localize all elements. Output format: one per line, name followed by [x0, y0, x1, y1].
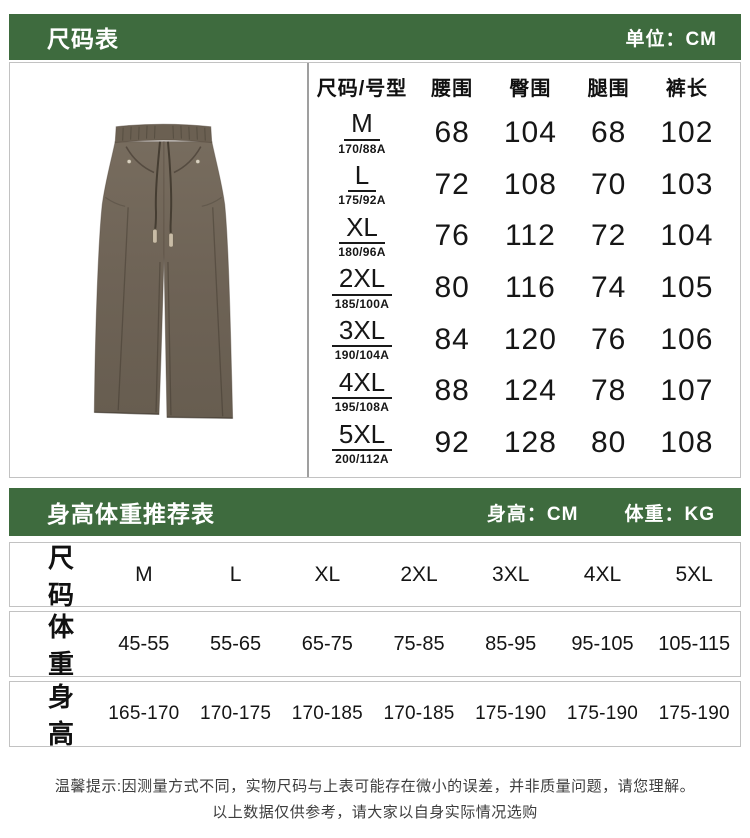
- unit-label-cm: 单位：CM: [625, 28, 717, 50]
- table-row: L 175/92A 72 108 70 103: [311, 159, 726, 211]
- size-cell: 2XL 185/100A: [311, 265, 413, 311]
- size-chart-header-bar: 尺码表 单位：CM: [9, 14, 741, 60]
- size-chart-title: 尺码表: [47, 26, 119, 52]
- table-row: M 170/88A 68 104 68 102: [311, 107, 726, 159]
- recommend-row-height: 身高 165-170 170-175 170-185 170-185 175-1…: [9, 681, 741, 749]
- col-header-size: 尺码/号型: [316, 77, 408, 100]
- size-cell: 3XL 190/104A: [311, 316, 413, 362]
- table-row: 3XL 190/104A 84 120 76 106: [311, 314, 726, 366]
- disclaimer-line-1: 温馨提示:因测量方式不同，实物尺码与上表可能存在微小的误差，并非质量问题，请您理…: [54, 778, 696, 795]
- size-cell: M 170/88A: [338, 108, 386, 156]
- col-header-hip: 臀围: [509, 77, 552, 100]
- table-row: 5XL 200/112A 92 128 80 108: [311, 417, 726, 469]
- size-chart-panel: 尺码/号型 腰围 臀围 腿围 裤长 M 170/88A 68 104 68 10…: [9, 62, 741, 478]
- table-row: XL 180/96A 76 112 72 104: [311, 210, 726, 262]
- product-photo-panel: [10, 63, 307, 477]
- recommend-row-weight: 体重 45-55 55-65 65-75 75-85 85-95 95-105 …: [9, 611, 741, 679]
- col-header-length: 裤长: [665, 77, 708, 100]
- height-unit-label: 身高：CM: [486, 503, 579, 525]
- size-table-header-row: 尺码/号型 腰围 臀围 腿围 裤长: [311, 65, 726, 107]
- weight-unit-label: 体重：KG: [624, 503, 715, 525]
- disclaimer-note: 温馨提示:因测量方式不同，实物尺码与上表可能存在微小的误差，并非质量问题，请您理…: [0, 774, 750, 826]
- size-cell: 5XL 200/112A: [311, 420, 413, 466]
- size-cell: L 175/92A: [338, 159, 386, 208]
- disclaimer-line-2: 以上数据仅供参考，请大家以自身实际情况选购: [212, 804, 538, 821]
- recommend-row-size: 尺码 M L XL 2XL 3XL 4XL 5XL: [9, 542, 741, 610]
- col-header-waist: 腰围: [431, 77, 474, 100]
- size-cell: XL 180/96A: [338, 211, 386, 259]
- table-row: 4XL 195/108A 88 124 78 107: [311, 366, 726, 418]
- col-header-leg: 腿围: [587, 77, 630, 100]
- recommend-chart-title: 身高体重推荐表: [47, 501, 215, 527]
- product-pants-image: [93, 123, 234, 420]
- recommend-chart-header-bar: 身高体重推荐表 身高：CM 体重：KG: [9, 488, 741, 536]
- size-cell: 4XL 195/108A: [311, 368, 413, 414]
- size-table: 尺码/号型 腰围 臀围 腿围 裤长 M 170/88A 68 104 68 10…: [307, 63, 740, 477]
- table-row: 2XL 185/100A 80 116 74 105: [311, 262, 726, 314]
